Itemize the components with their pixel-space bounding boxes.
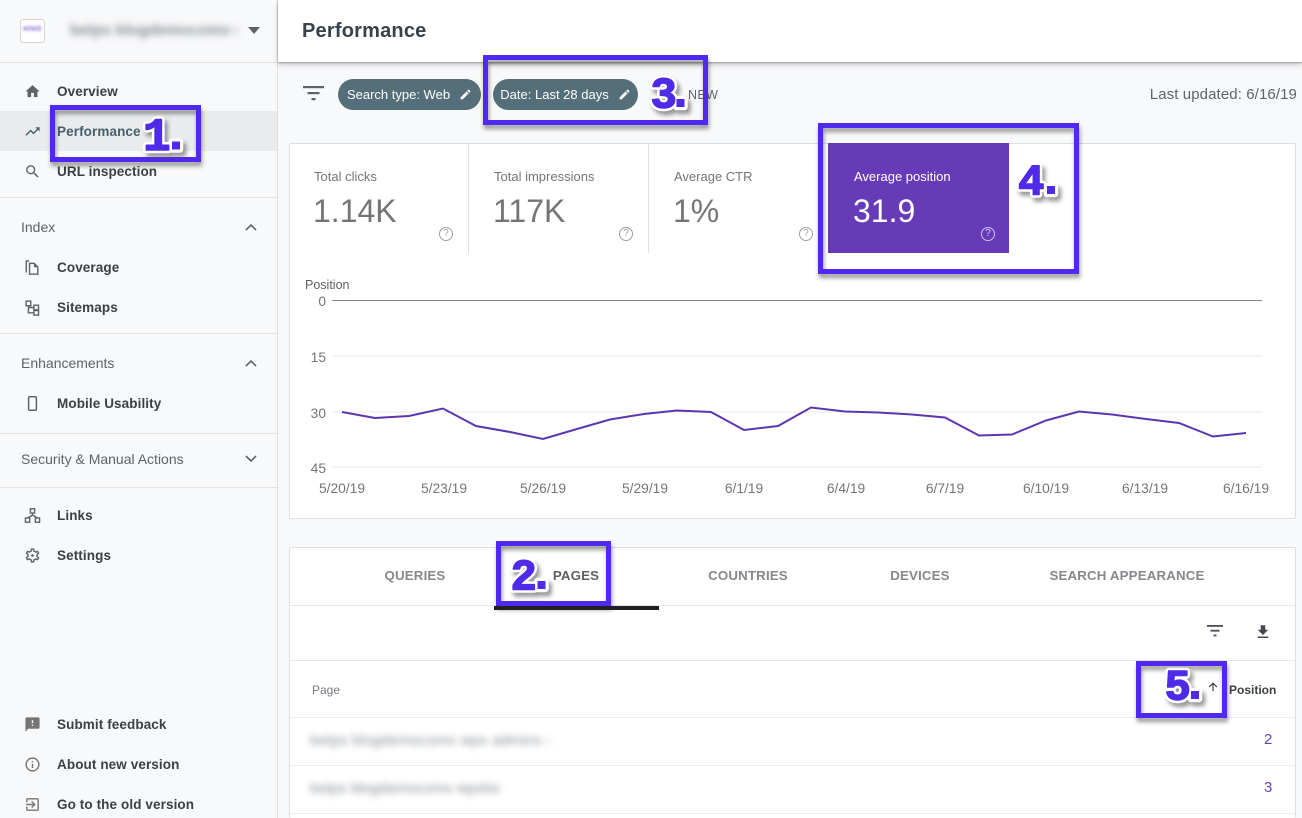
svg-text:4: 4 — [1018, 159, 1044, 205]
svg-text:3: 3 — [651, 72, 677, 118]
svg-text:1: 1 — [143, 112, 171, 160]
svg-text:5: 5 — [1165, 664, 1191, 710]
svg-text:4: 4 — [1018, 159, 1044, 205]
svg-text:2: 2 — [511, 554, 537, 600]
svg-text:2: 2 — [511, 554, 537, 600]
svg-text:1: 1 — [143, 112, 171, 160]
svg-text:5: 5 — [1165, 664, 1191, 710]
